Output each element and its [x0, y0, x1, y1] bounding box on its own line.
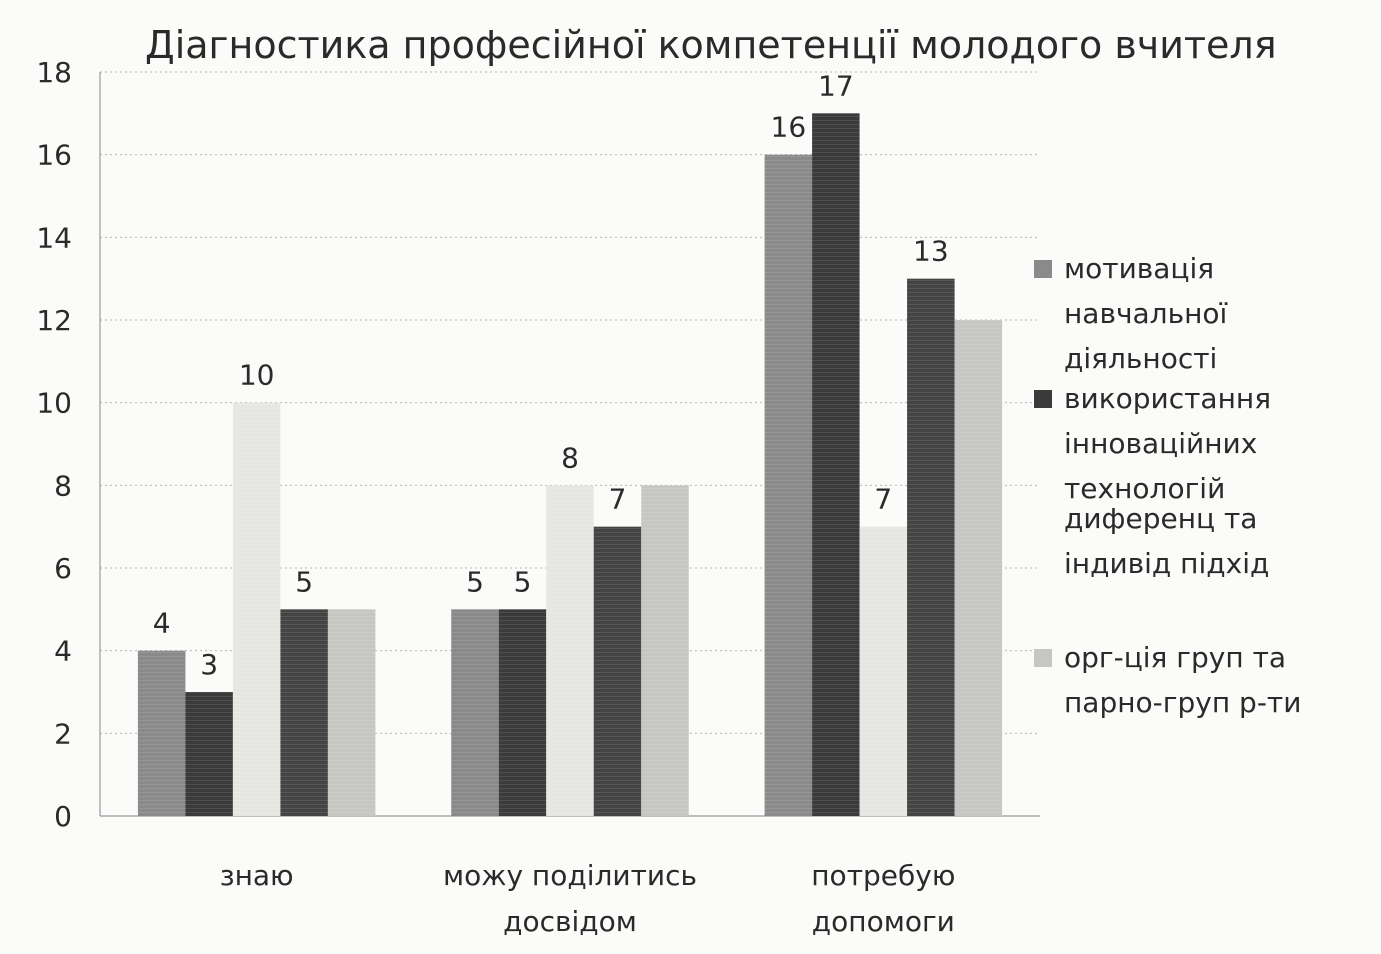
x-category-label: знаю — [220, 859, 294, 892]
legend-label: орг-ція груп та — [1064, 641, 1286, 674]
data-label: 10 — [239, 359, 275, 392]
x-category-label: досвідом — [503, 905, 637, 938]
data-label: 4 — [153, 607, 171, 640]
chart-title: Діагностика професійної компетенції моло… — [145, 23, 1277, 67]
y-tick-label: 4 — [54, 635, 72, 668]
bar-texture — [232, 402, 281, 816]
bar-texture — [954, 320, 1003, 816]
y-tick-label: 18 — [36, 56, 72, 89]
bar-texture — [280, 609, 328, 816]
bar-texture — [764, 154, 813, 816]
bar-texture — [327, 609, 376, 816]
legend: мотивація навчальної діяльності використанн… — [1034, 252, 1301, 719]
bar-texture — [137, 650, 186, 816]
bar-texture — [593, 526, 642, 816]
y-tick-label: 0 — [54, 800, 72, 833]
y-tick-label: 10 — [36, 387, 72, 420]
x-category-label: потребую — [811, 859, 955, 892]
legend-swatch — [1034, 649, 1052, 667]
data-label: 8 — [561, 441, 579, 474]
bar-texture — [185, 692, 233, 816]
data-label: 7 — [609, 483, 627, 516]
legend-label: парно-груп р-ти — [1064, 686, 1301, 719]
bar-texture — [498, 609, 547, 816]
bar-texture — [641, 485, 689, 816]
legend-swatch — [1034, 390, 1052, 408]
bar-texture — [907, 278, 955, 817]
data-label: 13 — [913, 235, 949, 268]
bars — [137, 113, 1003, 817]
y-tick-label: 14 — [36, 221, 72, 254]
y-tick-label: 8 — [54, 469, 72, 502]
data-label: 17 — [818, 69, 854, 102]
data-label: 7 — [874, 483, 892, 516]
y-tick-label: 12 — [36, 304, 72, 337]
legend-label: діяльності — [1064, 342, 1217, 375]
y-tick-label: 6 — [54, 552, 72, 585]
y-tick-label: 16 — [36, 139, 72, 172]
data-label: 16 — [771, 111, 807, 144]
x-category-label: допомоги — [812, 905, 955, 938]
legend-label: використання — [1064, 382, 1271, 415]
legend-label: диференц та — [1064, 502, 1257, 535]
bar-texture — [859, 526, 908, 816]
data-label: 5 — [295, 565, 313, 598]
bar-texture — [812, 113, 860, 817]
x-category-label: можу поділитись — [443, 859, 697, 892]
data-label: 5 — [466, 565, 484, 598]
legend-swatch — [1034, 260, 1052, 278]
y-tick-label: 2 — [54, 717, 72, 750]
bar-texture — [546, 485, 594, 816]
data-label: 5 — [514, 565, 532, 598]
bar-texture — [451, 609, 499, 816]
legend-label: технологій — [1064, 472, 1225, 505]
legend-label: інноваційних — [1064, 427, 1257, 460]
legend-label: індивід підхід — [1064, 547, 1269, 580]
legend-label: мотивація — [1064, 252, 1214, 285]
legend-label: навчальної — [1064, 297, 1228, 330]
data-label: 3 — [200, 648, 218, 681]
